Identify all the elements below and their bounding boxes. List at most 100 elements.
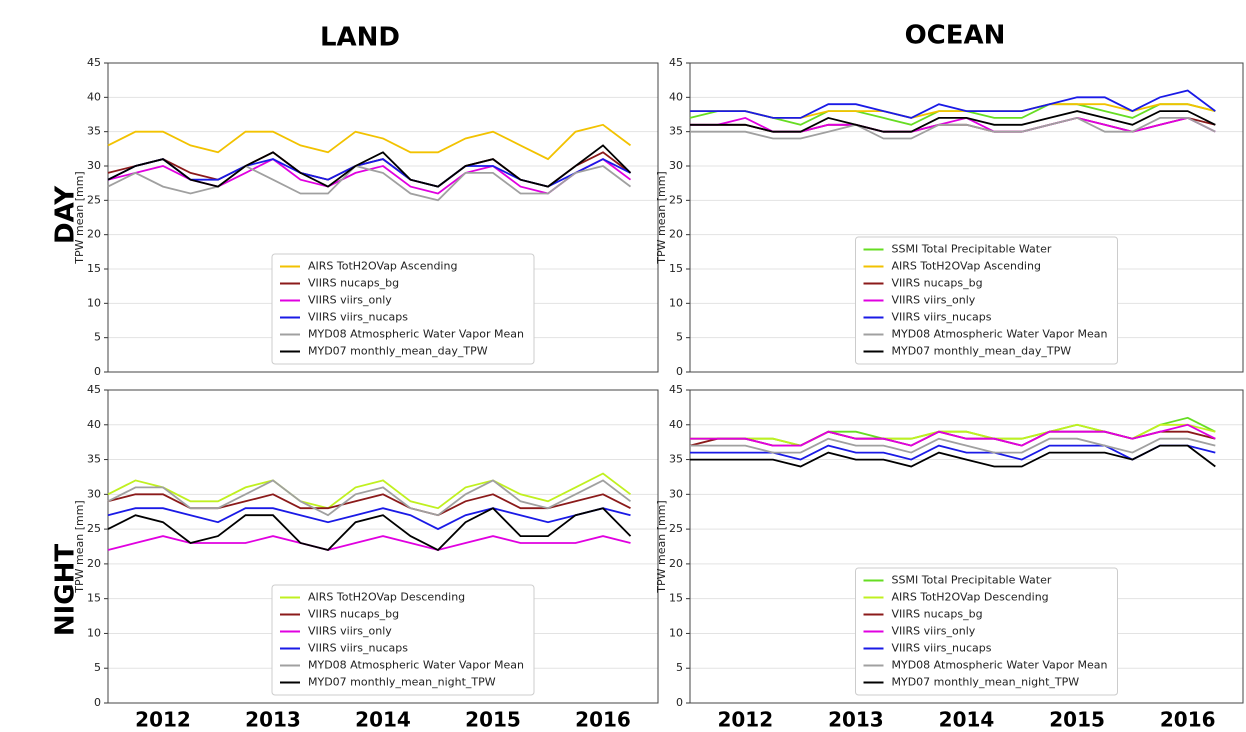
x-tick-label: 2014	[355, 708, 411, 732]
legend-label: MYD07 monthly_mean_day_TPW	[892, 345, 1072, 358]
data-line	[107, 479, 632, 517]
data-line	[690, 89, 1216, 119]
data-line	[690, 110, 1216, 133]
y-tick-label: 0	[676, 365, 683, 378]
y-tick-label: 30	[669, 487, 683, 500]
plot-frame	[107, 389, 659, 704]
column-title: OCEAN	[905, 21, 1006, 51]
y-tick-label: 20	[669, 228, 683, 241]
legend-label: VIIRS viirs_only	[308, 625, 392, 638]
legend-label: VIIRS viirs_only	[892, 625, 976, 638]
y-tick-label: 0	[94, 365, 101, 378]
data-line	[107, 507, 631, 531]
y-tick-label: 10	[669, 296, 683, 309]
y-tick-label: 40	[87, 90, 101, 103]
data-line	[107, 535, 631, 551]
legend-label: MYD08 Atmospheric Water Vapor Mean	[308, 659, 524, 672]
y-tick-label: 10	[87, 626, 101, 639]
x-tick-label: 2016	[1160, 708, 1216, 732]
x-tick-label: 2014	[939, 708, 995, 732]
plot-frame	[107, 62, 659, 373]
column-title: LAND	[320, 23, 400, 53]
y-axis-label: TPW mean [mm]	[73, 500, 86, 593]
legend-label: VIIRS viirs_only	[892, 294, 976, 307]
y-tick-label: 35	[87, 125, 101, 138]
y-tick-label: 45	[87, 56, 101, 69]
legend-label: MYD08 Atmospheric Water Vapor Mean	[892, 328, 1108, 341]
legend-label: VIIRS nucaps_bg	[308, 277, 399, 290]
legend-label: VIIRS viirs_nucaps	[892, 642, 992, 655]
data-line	[107, 472, 632, 510]
legend-label: AIRS TotH2OVap Ascending	[892, 260, 1041, 273]
y-tick-label: 0	[676, 696, 683, 709]
legend-label: MYD08 Atmospheric Water Vapor Mean	[892, 659, 1108, 672]
legend-label: VIIRS nucaps_bg	[892, 277, 983, 290]
y-axis-label: TPW mean [mm]	[655, 171, 668, 264]
plot-frame	[689, 62, 1244, 373]
y-tick-label: 15	[87, 262, 101, 275]
y-tick-label: 40	[669, 90, 683, 103]
legend-label: VIIRS viirs_only	[308, 294, 392, 307]
y-tick-label: 10	[87, 296, 101, 309]
y-tick-label: 30	[87, 159, 101, 172]
data-line	[690, 437, 1216, 454]
legend-box	[855, 236, 1118, 365]
y-tick-label: 40	[87, 418, 101, 431]
y-tick-label: 10	[669, 626, 683, 639]
data-line	[690, 423, 1216, 447]
legend-label: VIIRS viirs_nucaps	[308, 642, 408, 655]
legend-label: SSMI Total Precipitable Water	[892, 243, 1052, 256]
plot-frame	[689, 389, 1244, 704]
y-tick-label: 30	[669, 159, 683, 172]
legend-box	[271, 584, 535, 696]
legend-label: VIIRS nucaps_bg	[308, 608, 399, 621]
legend-label: VIIRS nucaps_bg	[892, 608, 983, 621]
y-tick-label: 15	[669, 592, 683, 605]
y-tick-label: 25	[87, 522, 101, 535]
data-line	[107, 123, 632, 161]
y-tick-label: 25	[669, 193, 683, 206]
legend-label: AIRS TotH2OVap Ascending	[308, 260, 457, 273]
legend-box	[855, 567, 1118, 696]
data-line	[690, 116, 1216, 140]
x-tick-label: 2012	[717, 708, 773, 732]
y-axis-label: TPW mean [mm]	[73, 171, 86, 264]
data-line	[107, 144, 632, 188]
data-line	[690, 444, 1216, 468]
y-tick-label: 25	[669, 522, 683, 535]
y-tick-label: 5	[676, 331, 683, 344]
legend-label: VIIRS viirs_nucaps	[308, 311, 408, 324]
y-tick-label: 40	[669, 418, 683, 431]
y-tick-label: 20	[669, 557, 683, 570]
legend-label: VIIRS viirs_nucaps	[892, 311, 992, 324]
legend-label: AIRS TotH2OVap Descending	[308, 591, 465, 604]
y-tick-label: 35	[669, 125, 683, 138]
x-tick-label: 2015	[465, 708, 521, 732]
row-title: NIGHT	[51, 544, 81, 637]
legend-label: MYD07 monthly_mean_day_TPW	[308, 345, 488, 358]
y-tick-label: 15	[669, 262, 683, 275]
x-tick-label: 2013	[245, 708, 301, 732]
y-tick-label: 20	[87, 557, 101, 570]
y-tick-label: 0	[94, 696, 101, 709]
row-title: DAY	[51, 185, 81, 244]
y-tick-label: 45	[669, 56, 683, 69]
y-tick-label: 20	[87, 228, 101, 241]
legend-label: AIRS TotH2OVap Descending	[892, 591, 1049, 604]
y-tick-label: 5	[94, 331, 101, 344]
x-tick-label: 2016	[575, 708, 631, 732]
x-tick-label: 2012	[135, 708, 191, 732]
y-tick-label: 45	[87, 383, 101, 396]
y-tick-label: 5	[676, 661, 683, 674]
legend-label: SSMI Total Precipitable Water	[892, 574, 1052, 587]
y-tick-label: 15	[87, 592, 101, 605]
y-axis-label: TPW mean [mm]	[655, 500, 668, 593]
legend-label: MYD08 Atmospheric Water Vapor Mean	[308, 328, 524, 341]
legend-label: MYD07 monthly_mean_night_TPW	[308, 676, 496, 689]
data-line	[107, 164, 632, 202]
legend-box	[271, 253, 535, 365]
legend-label: MYD07 monthly_mean_night_TPW	[892, 676, 1080, 689]
data-line	[690, 444, 1216, 461]
y-tick-label: 45	[669, 383, 683, 396]
